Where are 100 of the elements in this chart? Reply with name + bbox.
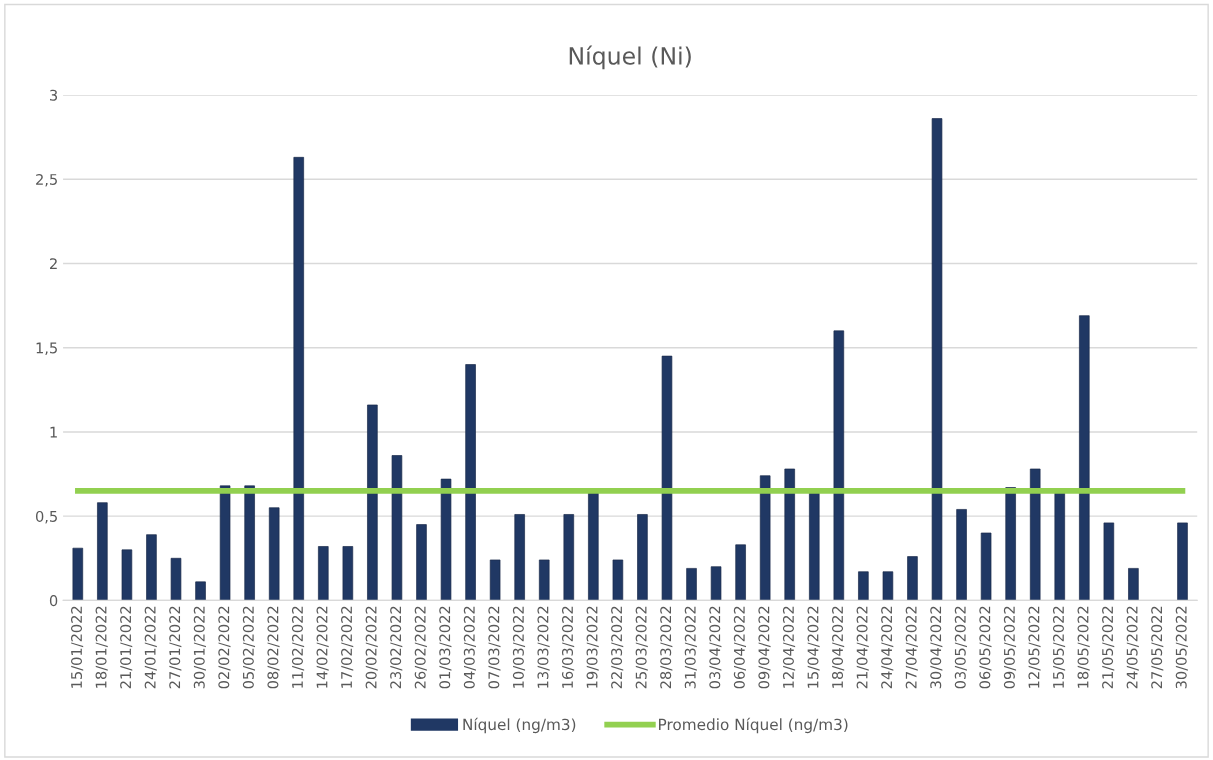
bar: [809, 492, 820, 601]
bar: [170, 557, 182, 601]
x-tick-label: 23/02/2022: [390, 606, 403, 689]
x-tick-label: 27/01/2022: [169, 606, 182, 689]
bar: [637, 514, 648, 601]
x-tick-label: 27/04/2022: [905, 606, 918, 689]
x-tick-label: 15/05/2022: [1052, 606, 1066, 688]
x-tick-label: 14/02/2022: [316, 606, 329, 688]
bar: [882, 571, 894, 601]
x-tick-label: 25/03/2022: [635, 606, 648, 689]
bar: [514, 514, 525, 601]
x-tick-label: 09/05/2022: [1003, 606, 1017, 689]
bar: [268, 507, 280, 601]
x-tick-label: 07/03/2022: [488, 606, 501, 689]
x-tick-label: 31/03/2022: [684, 606, 697, 689]
bar: [342, 546, 354, 601]
bar: [72, 547, 84, 601]
x-tick-label: 24/01/2022: [144, 606, 157, 689]
x-tick-label: 27/05/2022: [1151, 606, 1164, 689]
y-tick-label: 0,5: [35, 510, 57, 524]
x-tick-label: 30/04/2022: [930, 606, 943, 689]
bar: [97, 502, 108, 601]
bar: [784, 468, 795, 601]
x-tick-label: 04/03/2022: [463, 606, 476, 689]
x-tick-label: 09/04/2022: [758, 606, 771, 689]
bar: [440, 478, 452, 601]
x-tick-label: 15/01/2022: [71, 606, 84, 688]
bar: [1177, 522, 1188, 601]
bar: [710, 566, 722, 601]
x-tick-label: 05/02/2022: [242, 606, 256, 689]
x-tick-label: 30/01/2022: [193, 606, 206, 689]
bar: [907, 556, 918, 601]
x-tick-label: 22/03/2022: [611, 606, 624, 689]
bar: [759, 475, 771, 601]
bar: [563, 514, 575, 601]
bar: [588, 492, 599, 601]
bar: [1079, 315, 1090, 601]
x-tick-label: 13/03/2022: [537, 606, 550, 688]
bar: [391, 455, 403, 601]
y-tick-label: 3: [50, 89, 58, 101]
x-tick-label: 20/02/2022: [365, 606, 378, 689]
bar: [146, 534, 157, 601]
x-tick-label: 10/03/2022: [512, 606, 526, 688]
bar: [980, 532, 992, 601]
x-tick-label: 02/02/2022: [218, 606, 231, 689]
x-tick-label: 26/02/2022: [414, 606, 427, 689]
bar: [1029, 468, 1041, 601]
x-tick-label: 03/05/2022: [954, 606, 967, 689]
bar: [1005, 487, 1016, 601]
bar: [858, 571, 869, 601]
bar: [1103, 522, 1115, 601]
x-tick-label: 28/03/2022: [660, 606, 673, 689]
x-tick-label: 06/04/2022: [733, 606, 746, 689]
x-tick-label: 24/04/2022: [881, 606, 894, 689]
bar: [661, 355, 673, 601]
bar: [416, 524, 427, 601]
bar: [1128, 568, 1139, 601]
bar: [735, 544, 746, 601]
x-tick-label: 01/03/2022: [439, 606, 452, 689]
bar: [195, 581, 206, 601]
bar: [318, 546, 329, 601]
bar: [1054, 492, 1066, 601]
x-tick-label: 19/03/2022: [586, 606, 599, 688]
bar: [219, 485, 231, 601]
x-tick-label: 18/05/2022: [1077, 606, 1090, 688]
x-tick-label: 18/01/2022: [95, 606, 108, 688]
x-tick-label: 21/01/2022: [120, 606, 133, 689]
bar: [931, 118, 943, 601]
y-tick-label: 2,5: [36, 173, 57, 187]
x-tick-label: 08/02/2022: [267, 606, 280, 689]
bar: [538, 559, 550, 601]
legend-label: Promedio Níquel (ng/m3): [659, 717, 848, 734]
bar: [465, 364, 476, 601]
bar: [293, 156, 304, 601]
bar: [244, 485, 255, 601]
y-tick-label: 1,5: [36, 342, 57, 355]
bar: [489, 559, 501, 601]
x-tick-label: 12/04/2022: [782, 606, 796, 688]
bar: [956, 509, 967, 601]
x-tick-label: 24/05/2022: [1126, 606, 1139, 689]
bar: [833, 330, 845, 601]
bar: [612, 559, 624, 601]
x-tick-label: 16/03/2022: [561, 606, 575, 688]
x-tick-label: 12/05/2022: [1028, 606, 1041, 688]
x-tick-label: 03/04/2022: [709, 606, 722, 689]
y-tick-label: 0: [49, 595, 58, 607]
bar: [121, 549, 133, 601]
x-tick-label: 06/05/2022: [979, 606, 992, 689]
x-tick-label: 21/05/2022: [1102, 606, 1115, 689]
bar: [367, 404, 378, 601]
x-tick-label: 21/04/2022: [856, 606, 869, 689]
x-tick-label: 30/05/2022: [1175, 606, 1188, 689]
x-tick-label: 17/02/2022: [341, 606, 354, 688]
y-tick-label: 1: [50, 426, 57, 438]
x-tick-label: 11/02/2022: [291, 606, 305, 688]
x-tick-label: 18/04/2022: [832, 606, 845, 688]
chart-title: Níquel (Ni): [569, 45, 691, 70]
x-tick-label: 15/04/2022: [807, 606, 820, 688]
bar: [686, 568, 697, 601]
legend-label: Níquel (ng/m3): [463, 717, 576, 734]
